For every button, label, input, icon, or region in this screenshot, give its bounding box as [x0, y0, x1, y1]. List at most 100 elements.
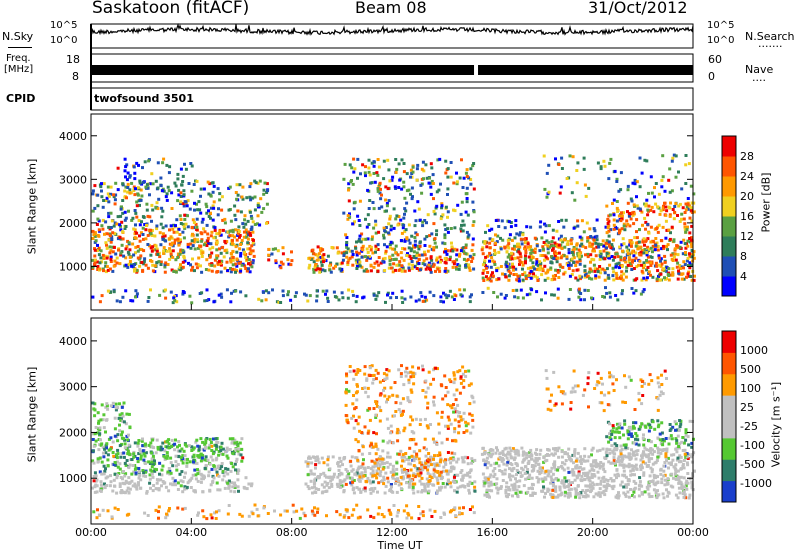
data-cell	[675, 265, 679, 269]
data-cell	[408, 438, 412, 442]
data-cell	[557, 243, 561, 247]
data-cell	[466, 258, 470, 262]
data-cell	[578, 262, 582, 266]
data-cell	[118, 467, 122, 471]
data-cell	[141, 166, 144, 170]
data-cell	[378, 393, 382, 397]
data-cell	[243, 230, 246, 234]
data-cell	[243, 218, 247, 222]
data-cell	[260, 299, 264, 303]
data-cell	[620, 277, 624, 281]
data-cell	[638, 228, 641, 232]
data-cell	[422, 446, 426, 450]
data-cell	[202, 448, 206, 452]
data-cell	[570, 191, 574, 195]
data-cell	[374, 416, 378, 419]
data-cell	[379, 261, 383, 265]
data-cell	[617, 261, 621, 265]
data-cell	[523, 247, 526, 251]
data-cell	[651, 275, 655, 279]
data-cell	[91, 189, 95, 193]
data-cell	[139, 254, 143, 258]
data-cell	[156, 253, 160, 256]
data-cell	[326, 254, 330, 258]
data-cell	[582, 230, 586, 234]
data-cell	[209, 483, 213, 487]
data-cell	[102, 199, 106, 202]
data-cell	[184, 200, 188, 204]
nsky-trace	[90, 23, 694, 36]
data-cell	[179, 484, 183, 488]
data-cell	[458, 288, 462, 292]
data-cell	[147, 159, 151, 163]
data-cell	[185, 464, 189, 468]
data-cell	[483, 259, 487, 263]
data-cell	[592, 495, 596, 499]
data-cell	[523, 257, 527, 261]
data-cell	[407, 262, 411, 266]
data-cell	[100, 472, 104, 476]
data-cell	[155, 481, 159, 485]
data-cell	[555, 260, 559, 264]
data-cell	[397, 215, 401, 218]
data-cell	[132, 165, 136, 169]
data-cell	[611, 245, 614, 249]
data-cell	[135, 268, 139, 272]
data-cell	[507, 274, 511, 278]
data-cell	[138, 203, 141, 207]
data-cell	[351, 293, 355, 297]
data-cell	[458, 252, 462, 256]
data-cell	[195, 461, 199, 465]
data-cell	[643, 202, 647, 206]
data-cell	[104, 241, 108, 245]
data-cell	[472, 253, 476, 257]
data-cell	[407, 223, 411, 227]
data-cell	[211, 458, 215, 462]
data-cell	[417, 474, 421, 478]
data-cell	[200, 270, 204, 274]
data-cell	[678, 491, 682, 495]
data-cell	[124, 256, 128, 260]
data-cell	[690, 278, 694, 282]
data-cell	[161, 226, 165, 230]
data-cell	[386, 187, 390, 191]
data-cell	[192, 240, 196, 244]
data-cell	[507, 493, 511, 496]
data-cell	[111, 405, 115, 408]
data-cell	[462, 431, 466, 434]
data-cell	[344, 233, 348, 237]
data-cell	[107, 238, 111, 242]
data-cell	[467, 233, 471, 237]
data-cell	[499, 236, 502, 240]
data-cell	[466, 473, 470, 477]
data-cell	[109, 240, 113, 244]
data-cell	[340, 251, 344, 255]
data-cell	[321, 289, 325, 293]
data-cell	[213, 226, 217, 230]
data-cell	[367, 223, 371, 226]
data-cell	[602, 475, 606, 479]
data-cell	[434, 366, 438, 370]
data-cell	[569, 263, 573, 267]
data-cell	[544, 271, 548, 275]
data-cell	[169, 290, 173, 294]
data-cell	[432, 246, 436, 250]
data-cell	[420, 191, 424, 195]
data-cell	[607, 177, 611, 181]
data-cell	[274, 261, 278, 265]
data-cell	[549, 492, 553, 496]
data-cell	[178, 233, 182, 236]
data-cell	[659, 209, 663, 213]
data-cell	[381, 439, 385, 443]
data-cell	[189, 162, 193, 165]
data-cell	[281, 262, 285, 266]
data-cell	[400, 269, 404, 273]
data-cell	[226, 472, 230, 476]
data-cell	[360, 476, 364, 480]
data-cell	[265, 182, 269, 186]
data-cell	[239, 243, 243, 246]
data-cell	[93, 262, 97, 265]
data-cell	[644, 461, 647, 465]
data-cell	[237, 447, 241, 451]
data-cell	[467, 266, 471, 270]
